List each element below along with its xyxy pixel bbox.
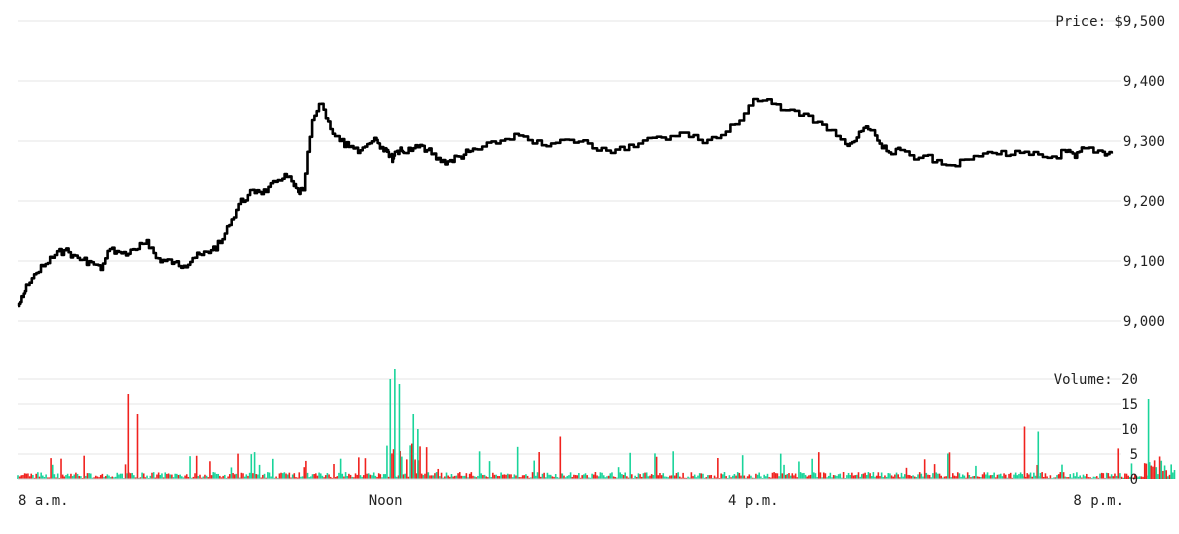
price-gridlines (18, 20, 1121, 322)
volume-tick-label: 5 (1130, 447, 1138, 463)
price-axis-labels: 9,000 9,100 9,200 9,300 9,400 Price: $9,500 (1055, 14, 1165, 330)
price-tick-label: 9,200 (1123, 194, 1165, 210)
volume-tick-label: 10 (1121, 422, 1138, 438)
price-tick-label: Price: $9,500 (1055, 14, 1165, 30)
time-tick-label: 4 p.m. (728, 493, 779, 509)
volume-gridlines (18, 378, 1121, 480)
volume-axis-labels: 0 5 10 15 Volume: 20 (1054, 372, 1138, 488)
volume-tick-label: Volume: 20 (1054, 372, 1138, 388)
volume-tick-label: 15 (1121, 397, 1138, 413)
price-tick-label: 9,000 (1123, 314, 1165, 330)
time-tick-label: 8 p.m. (1073, 493, 1124, 509)
price-tick-label: 9,100 (1123, 254, 1165, 270)
volume-bars (17, 369, 1176, 479)
price-tick-label: 9,300 (1123, 134, 1165, 150)
price-line (17, 97, 1114, 308)
time-tick-label: 8 a.m. (18, 493, 69, 509)
time-axis-labels: 8 a.m. Noon 4 p.m. 8 p.m. (18, 493, 1124, 509)
time-tick-label: Noon (369, 493, 403, 509)
price-tick-label: 9,400 (1123, 74, 1165, 90)
volume-tick-label: 0 (1130, 472, 1138, 488)
